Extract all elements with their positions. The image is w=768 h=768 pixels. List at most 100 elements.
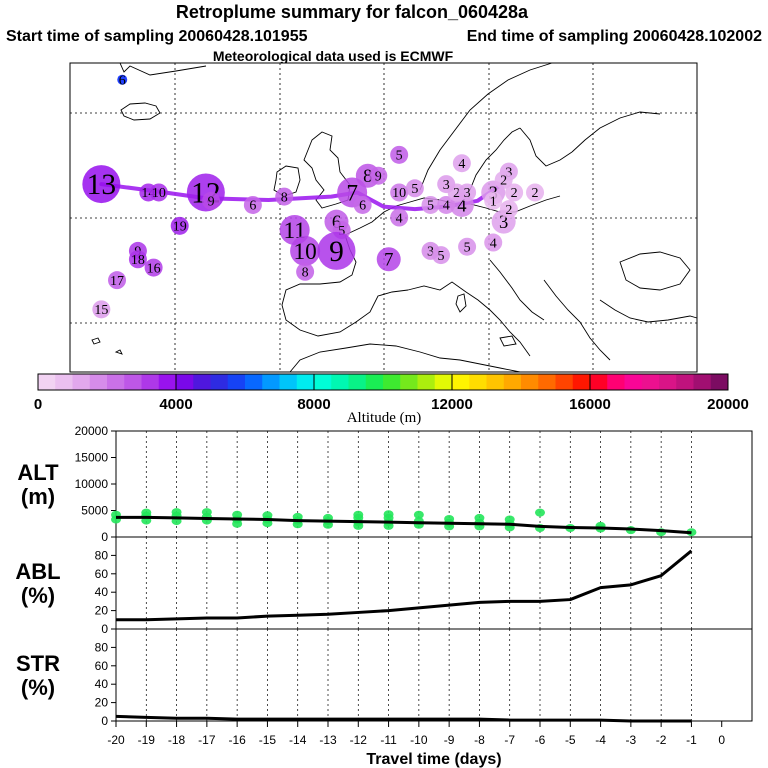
colorbar-cell: [107, 374, 125, 390]
y-tick-label: 5000: [81, 504, 108, 518]
panel-str: 0 20 40 60 80 STR(%): [16, 628, 753, 728]
colorbar-tick-label: 4000: [159, 396, 192, 413]
colorbar-label: Altitude (m): [347, 410, 422, 426]
plume-marker-label: 2: [500, 174, 507, 189]
plume-marker-circle: [390, 183, 409, 202]
colorbar-cell: [210, 374, 229, 390]
y-tick-label: 40: [95, 677, 109, 691]
plume-marker-circle: [128, 250, 147, 269]
plume-marker-label: 9: [375, 170, 382, 185]
plume-marker-16: 9: [369, 166, 388, 185]
plume-marker-circle: [369, 166, 388, 185]
colorbar-cell: [693, 374, 712, 390]
altitude-point: [353, 510, 364, 519]
plume-marker-label: 15: [94, 303, 108, 318]
x-tick-label: 0: [718, 733, 725, 747]
plume-marker-label: 16: [147, 261, 161, 276]
colorbar-cell: [193, 374, 211, 390]
plume-marker-28: 5: [405, 179, 424, 198]
plume-marker-27: 10: [390, 183, 409, 202]
plume-marker-label: 2: [532, 186, 539, 201]
plume-marker-label: 2: [505, 203, 512, 218]
colorbar-cell: [555, 374, 574, 390]
plume-marker-circle: [149, 183, 168, 202]
plume-marker-circle: [202, 191, 221, 210]
colorbar-cell: [365, 374, 384, 390]
plume-marker-label: 4: [396, 211, 403, 226]
colorbar-cell: [158, 374, 177, 390]
x-tick-label: -2: [656, 733, 667, 747]
plume-marker-label: 6: [359, 199, 366, 214]
y-tick-label: 60: [95, 659, 109, 673]
x-tick-label: -13: [319, 733, 337, 747]
altitude-colorbar: 0 4000 8000 12000 16000 20000 Altitude (m): [34, 373, 749, 426]
plume-marker-label: 5: [396, 149, 403, 164]
colorbar-cell: [417, 374, 436, 390]
colorbar-cell: [38, 374, 56, 390]
plume-marker-label: 8: [281, 190, 288, 205]
plume-marker-label: 6: [119, 73, 126, 88]
plume-marker-label: 5: [464, 240, 471, 255]
plume-marker-label: 3: [464, 186, 471, 201]
plume-marker-circle: [144, 258, 163, 277]
plume-marker-19: 10: [290, 235, 321, 266]
x-tick-label: -15: [259, 733, 277, 747]
colorbar-tick-label: 16000: [569, 396, 611, 413]
plume-marker-label: 9: [208, 195, 215, 210]
plume-marker-circle: [499, 200, 518, 219]
series-line: [116, 515, 692, 535]
plume-marker-circle: [92, 300, 111, 319]
plume-marker-6: 19: [170, 216, 189, 235]
plume-marker-label: 13: [87, 169, 116, 201]
x-tick-label: -6: [535, 733, 546, 747]
altitude-point: [232, 510, 243, 519]
x-tick-label: -10: [410, 733, 428, 747]
x-tick-label: -5: [565, 733, 576, 747]
plume-marker-label: 7: [346, 180, 358, 206]
colorbar-tick-label: 12000: [431, 396, 473, 413]
y-axis-label: ABL: [15, 559, 60, 584]
x-axis: -20 -19 -18 -17 -16 -15 -14 -13 -12 -11 -10 -9 -8 -7-…: [107, 721, 725, 768]
plume-marker-label: 2: [453, 186, 460, 201]
colorbar-cell: [503, 374, 522, 390]
plume-marker-circle: [275, 187, 294, 206]
plume-marker-label: 4: [490, 236, 497, 251]
plume-marker-circle: [452, 154, 471, 173]
plume-marker-label: 4: [458, 157, 465, 172]
x-tick-label: -20: [107, 733, 125, 747]
colorbar-cell: [659, 374, 677, 390]
colorbar-cell: [641, 374, 660, 390]
plume-marker-circle: [82, 165, 121, 204]
plume-marker-label: 5: [411, 182, 418, 197]
x-tick-label: -12: [350, 733, 368, 747]
plume-marker-circle: [505, 183, 524, 202]
colorbar-cell: [262, 374, 280, 390]
plume-marker-44: 2: [494, 170, 513, 189]
map-gridlines: [70, 63, 697, 372]
colorbar-cell: [176, 374, 194, 390]
colorbar-tick-label: 0: [34, 396, 42, 413]
plume-marker-26: 4: [390, 208, 409, 227]
panel-frame: [115, 536, 753, 630]
colorbar-cell: [486, 374, 505, 390]
plume-marker-label: 5: [427, 199, 434, 214]
y-tick-label: 40: [95, 585, 109, 599]
altitude-point: [535, 508, 545, 517]
colorbar-cell: [434, 374, 453, 390]
colorbar-cell: [710, 374, 729, 390]
panel-abl: 0 20 40 60 80 ABL(%): [15, 536, 753, 636]
colorbar-cell: [55, 374, 73, 390]
plume-marker-circle: [421, 195, 440, 214]
colorbar-cell: [314, 374, 332, 390]
colorbar-cell: [124, 374, 142, 390]
plume-marker-circle: [390, 145, 409, 164]
plume-marker-circle: [290, 235, 321, 266]
plume-marker-4: 9: [202, 191, 221, 210]
plume-marker-41: 1: [484, 191, 503, 210]
colorbar-cell: [141, 374, 160, 390]
plume-marker-label: 10: [152, 186, 166, 201]
plume-marker-36: 4: [452, 154, 471, 173]
y-tick-label: 15000: [75, 451, 109, 465]
x-tick-label: -19: [138, 733, 156, 747]
plume-marker-label: 18: [131, 253, 145, 268]
